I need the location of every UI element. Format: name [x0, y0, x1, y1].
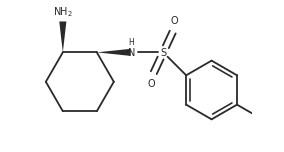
Text: O: O	[170, 16, 178, 26]
Text: S: S	[160, 48, 166, 58]
Polygon shape	[97, 49, 131, 56]
Text: N: N	[128, 48, 135, 58]
Text: O: O	[148, 79, 156, 89]
Polygon shape	[59, 21, 66, 52]
Text: H: H	[129, 38, 134, 47]
Text: NH$_2$: NH$_2$	[53, 5, 73, 19]
